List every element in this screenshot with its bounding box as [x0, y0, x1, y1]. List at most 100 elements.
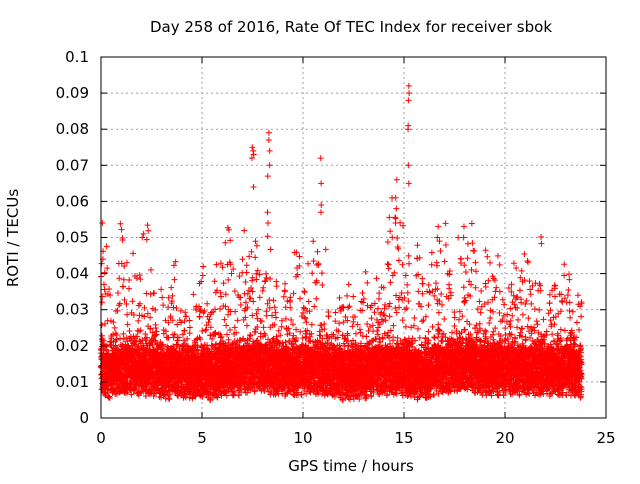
data-point: [114, 308, 120, 314]
data-point: [99, 299, 105, 305]
data-point: [104, 243, 110, 249]
data-point: [259, 318, 265, 324]
data-point: [126, 286, 132, 292]
data-point: [309, 322, 315, 328]
data-point: [270, 297, 276, 303]
data-point: [125, 321, 131, 327]
data-point: [225, 277, 231, 283]
data-point: [99, 294, 105, 300]
data-point: [243, 279, 249, 285]
data-point: [261, 324, 267, 330]
data-point: [243, 299, 249, 305]
data-point: [254, 243, 260, 249]
data-point: [316, 262, 322, 268]
data-point: [299, 313, 305, 319]
data-point: [136, 328, 142, 334]
data-point: [106, 286, 112, 292]
data-point: [244, 323, 250, 329]
data-point: [247, 333, 253, 339]
data-point: [106, 394, 112, 400]
data-point: [168, 285, 174, 291]
data-point: [235, 317, 241, 323]
data-point: [305, 261, 311, 267]
data-point: [313, 296, 319, 302]
data-point: [148, 291, 154, 297]
data-point: [119, 227, 125, 233]
data-point: [115, 290, 121, 296]
data-point: [159, 294, 165, 300]
data-point: [255, 307, 261, 313]
chart-title: Day 258 of 2016, Rate Of TEC Index for r…: [150, 18, 552, 36]
data-point: [166, 396, 172, 402]
data-point: [213, 262, 219, 268]
data-point: [253, 238, 259, 244]
data-point: [260, 288, 266, 294]
data-point: [296, 254, 302, 260]
data-point: [265, 233, 271, 239]
data-point: [333, 309, 339, 315]
data-point: [319, 282, 325, 288]
data-point: [99, 322, 105, 328]
data-point: [200, 273, 206, 279]
data-point: [297, 296, 303, 302]
data-point: [158, 286, 164, 292]
data-point: [137, 276, 143, 282]
data-point: [117, 335, 123, 341]
data-point: [204, 301, 210, 307]
data-point: [171, 277, 177, 283]
data-point: [238, 302, 244, 308]
data-point: [263, 271, 269, 277]
data-point: [112, 325, 118, 331]
data-point: [277, 332, 283, 338]
data-point: [151, 290, 157, 296]
data-point: [124, 260, 130, 266]
data-point: [127, 328, 133, 334]
data-point: [217, 306, 223, 312]
data-point: [274, 283, 280, 289]
data-point: [138, 327, 144, 333]
data-point: [249, 278, 255, 284]
data-point: [279, 324, 285, 330]
data-point: [202, 327, 208, 333]
data-point: [143, 291, 149, 297]
data-point: [117, 221, 123, 227]
data-point: [264, 313, 270, 319]
data-point: [257, 294, 263, 300]
data-point: [121, 277, 127, 283]
data-point: [126, 277, 132, 283]
data-point: [232, 288, 238, 294]
data-point: [244, 269, 250, 275]
data-point: [261, 331, 267, 337]
data-point: [182, 318, 188, 324]
data-point: [315, 249, 321, 255]
data-point: [135, 318, 141, 324]
data-point: [282, 281, 288, 287]
data-point: [310, 238, 316, 244]
data-point: [326, 313, 332, 319]
data-point: [253, 271, 259, 277]
data-point: [287, 294, 293, 300]
data-point: [181, 328, 187, 334]
data-point: [319, 270, 325, 276]
data-point: [221, 317, 227, 323]
data-point: [241, 228, 247, 234]
data-point: [183, 313, 189, 319]
data-point: [306, 299, 312, 305]
data-point: [145, 222, 151, 228]
data-point: [318, 322, 324, 328]
data-point: [116, 275, 122, 281]
data-point: [309, 270, 315, 276]
data-point: [148, 267, 154, 273]
data-point: [323, 246, 329, 252]
data-point: [102, 287, 108, 293]
data-point: [272, 309, 278, 315]
data-point: [226, 337, 232, 343]
data-point: [187, 330, 193, 336]
data-point: [221, 280, 227, 286]
data-point: [137, 272, 143, 278]
data-point: [184, 336, 190, 342]
data-point: [180, 331, 186, 337]
data-point: [302, 316, 308, 322]
data-point: [268, 246, 274, 252]
data-point: [224, 331, 230, 337]
